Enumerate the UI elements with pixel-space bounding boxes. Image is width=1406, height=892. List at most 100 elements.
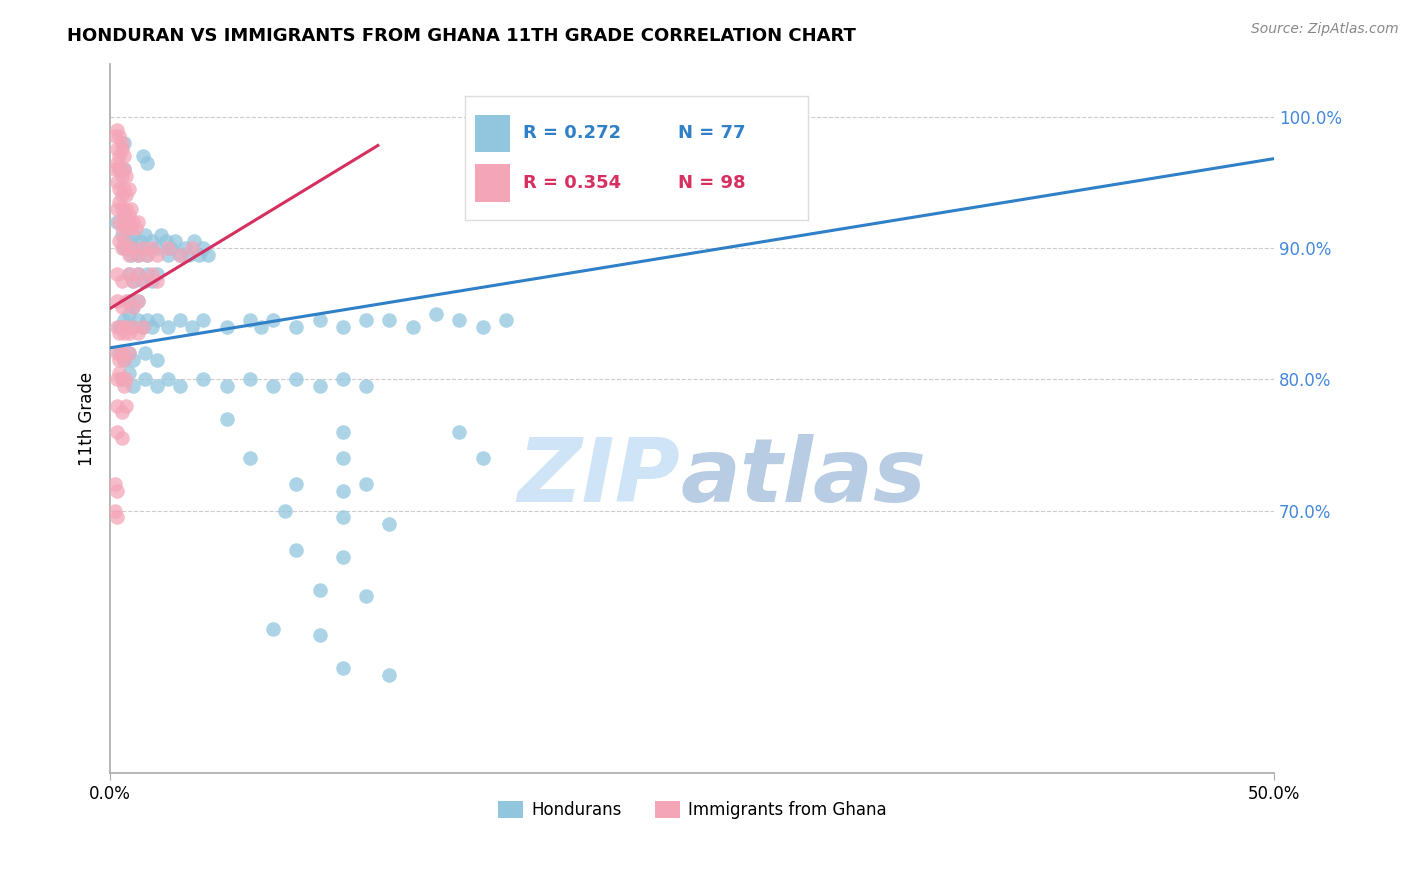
Point (122, 274, 145, 288)
Point (169, 379, 191, 393)
Point (332, 549, 354, 564)
Point (111, 346, 134, 360)
Point (118, 267, 141, 281)
Point (180, 241, 202, 255)
Point (104, 162, 127, 177)
Point (354, 477, 377, 491)
Point (118, 366, 141, 380)
Point (108, 352, 131, 367)
Point (145, 379, 167, 393)
Point (180, 319, 202, 334)
Point (104, 477, 127, 491)
Point (105, 293, 128, 308)
Point (134, 227, 156, 242)
Point (354, 589, 377, 603)
Point (127, 313, 149, 327)
Text: atlas: atlas (681, 434, 927, 521)
Point (332, 510, 354, 524)
Point (179, 247, 201, 261)
Point (155, 235, 177, 249)
Point (108, 182, 131, 196)
Point (112, 136, 135, 150)
Point (132, 149, 155, 163)
Point (127, 247, 149, 261)
Point (105, 215, 128, 229)
Point (157, 241, 180, 255)
Point (132, 274, 155, 288)
Point (108, 162, 131, 177)
Point (118, 235, 141, 249)
Point (104, 129, 127, 144)
Point (285, 543, 308, 558)
Legend: Hondurans, Immigrants from Ghana: Hondurans, Immigrants from Ghana (491, 794, 893, 825)
Point (105, 425, 128, 439)
Point (239, 313, 262, 327)
Point (122, 379, 145, 393)
Point (197, 247, 219, 261)
Point (215, 411, 238, 425)
Point (112, 149, 135, 163)
Text: HONDURAN VS IMMIGRANTS FROM GHANA 11TH GRADE CORRELATION CHART: HONDURAN VS IMMIGRANTS FROM GHANA 11TH G… (67, 27, 856, 45)
Point (105, 155, 128, 169)
Point (134, 346, 156, 360)
Point (111, 372, 134, 386)
Point (141, 274, 163, 288)
Point (112, 162, 135, 177)
Point (449, 313, 471, 327)
Point (108, 194, 131, 209)
Point (115, 221, 138, 235)
Point (354, 313, 377, 327)
Point (122, 319, 145, 334)
Point (332, 483, 354, 498)
Point (141, 241, 163, 255)
Point (105, 346, 128, 360)
Point (378, 668, 401, 682)
Point (112, 235, 135, 249)
Point (132, 319, 155, 334)
Text: Source: ZipAtlas.com: Source: ZipAtlas.com (1251, 22, 1399, 37)
Point (141, 267, 163, 281)
Point (118, 182, 141, 196)
Point (150, 227, 173, 242)
Point (115, 169, 138, 183)
Point (285, 372, 308, 386)
Point (105, 175, 128, 189)
Point (471, 451, 494, 466)
Point (262, 622, 284, 636)
Point (165, 235, 187, 249)
Point (111, 188, 134, 202)
Point (115, 188, 138, 202)
Point (105, 399, 128, 413)
Point (471, 319, 494, 334)
Point (274, 504, 297, 518)
Point (145, 352, 167, 367)
Point (112, 162, 135, 177)
Point (118, 307, 141, 321)
Point (308, 379, 330, 393)
Point (111, 169, 134, 183)
Point (122, 319, 145, 334)
Point (495, 313, 517, 327)
Point (112, 215, 135, 229)
Point (136, 155, 159, 169)
Point (115, 241, 138, 255)
Point (193, 241, 215, 255)
Point (111, 300, 134, 314)
Point (136, 267, 159, 281)
Point (127, 267, 149, 281)
Point (145, 241, 167, 255)
Point (136, 313, 159, 327)
Point (108, 129, 131, 144)
Point (332, 425, 354, 439)
Point (308, 582, 330, 597)
Point (122, 274, 145, 288)
Point (108, 235, 131, 249)
Point (122, 215, 145, 229)
Point (105, 267, 128, 281)
Point (111, 241, 134, 255)
Point (108, 326, 131, 341)
Point (104, 504, 127, 518)
Point (127, 293, 149, 308)
Point (187, 247, 209, 261)
Point (115, 319, 138, 334)
